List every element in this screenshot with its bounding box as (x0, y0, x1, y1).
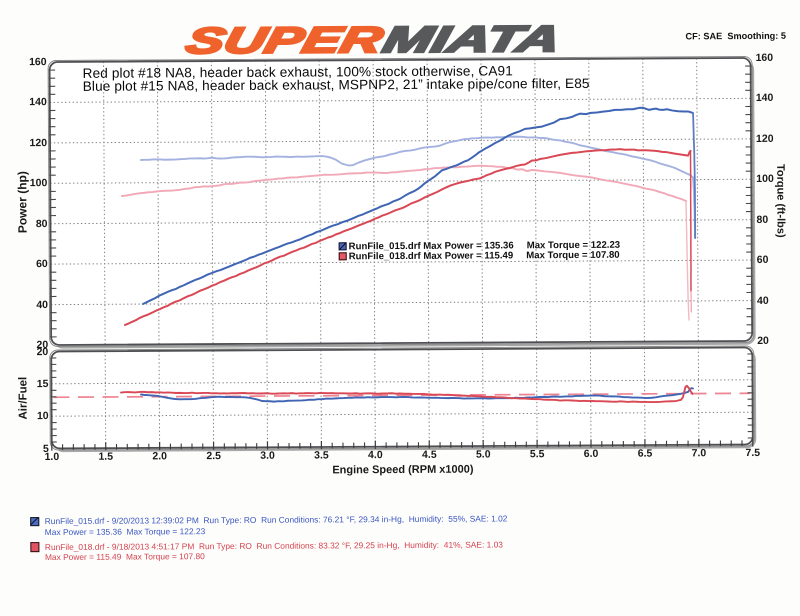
svg-text:MIATA: MIATA (379, 18, 565, 60)
svg-text:SUPER: SUPER (182, 19, 387, 62)
